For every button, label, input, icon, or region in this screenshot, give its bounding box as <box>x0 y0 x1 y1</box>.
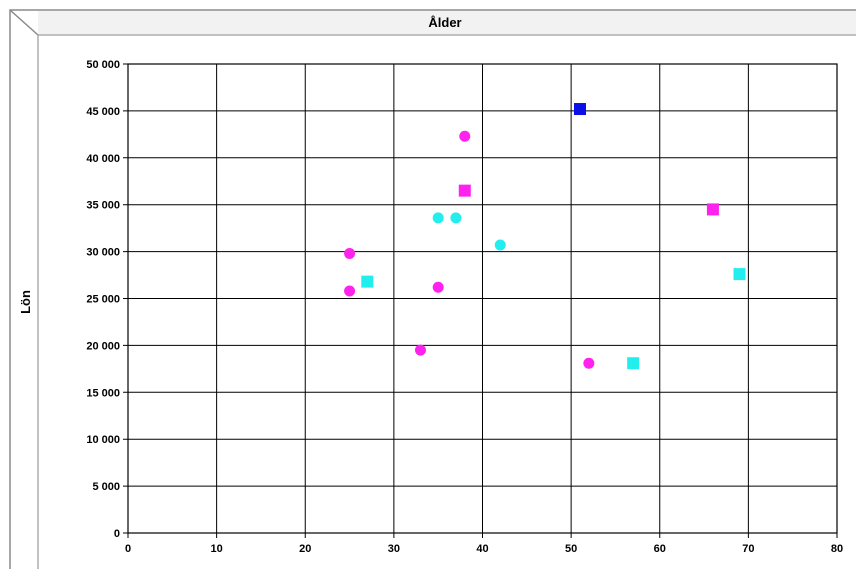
plot-border <box>127 63 838 534</box>
data-point-circle <box>494 239 506 251</box>
data-point-circle <box>450 212 462 224</box>
y-tick-label: 45 000 <box>86 106 120 118</box>
data-point-square <box>361 275 374 288</box>
data-point-square <box>627 357 640 370</box>
y-tick-label: 5 000 <box>92 481 120 493</box>
y-tick-label: 40 000 <box>86 153 120 165</box>
data-point-square <box>706 203 719 216</box>
chart-title: Ålder <box>428 15 461 30</box>
y-tick-label: 10 000 <box>86 434 120 446</box>
x-tick-label: 10 <box>211 543 223 555</box>
x-tick-label: 80 <box>831 543 843 555</box>
y-tick-label: 0 <box>114 528 120 540</box>
data-point-circle <box>432 281 444 293</box>
panel-frame <box>9 9 856 569</box>
y-tick-label: 20 000 <box>86 340 120 352</box>
x-tick-label: 30 <box>388 543 400 555</box>
data-point-circle <box>414 344 426 356</box>
data-point-square <box>573 103 586 116</box>
x-tick-label: 70 <box>742 543 754 555</box>
y-axis-label: Lön <box>18 290 33 314</box>
data-point-circle <box>344 247 356 259</box>
grid <box>123 63 838 538</box>
data-points <box>344 103 746 370</box>
data-point-square <box>733 268 746 281</box>
data-point-circle <box>583 357 595 369</box>
x-tick-label: 0 <box>125 543 131 555</box>
data-point-circle <box>344 285 356 297</box>
data-point-circle <box>432 212 444 224</box>
y-tick-label: 15 000 <box>86 387 120 399</box>
x-tick-label: 50 <box>565 543 577 555</box>
x-tick-label: 60 <box>654 543 666 555</box>
y-tick-labels: 0 5 000 10 000 15 000 20 000 25 000 30 000 35 0… <box>86 59 120 540</box>
y-tick-label: 25 000 <box>86 294 120 306</box>
data-point-square <box>458 184 471 197</box>
x-tick-label: 40 <box>476 543 488 555</box>
data-point-circle <box>459 130 471 142</box>
y-tick-label: 30 000 <box>86 247 120 259</box>
y-tick-label: 35 000 <box>86 200 120 212</box>
y-tick-label: 50 000 <box>86 59 120 71</box>
x-tick-label: 20 <box>299 543 311 555</box>
x-tick-labels: 0 10 20 30 40 50 60 70 80 <box>125 543 843 555</box>
